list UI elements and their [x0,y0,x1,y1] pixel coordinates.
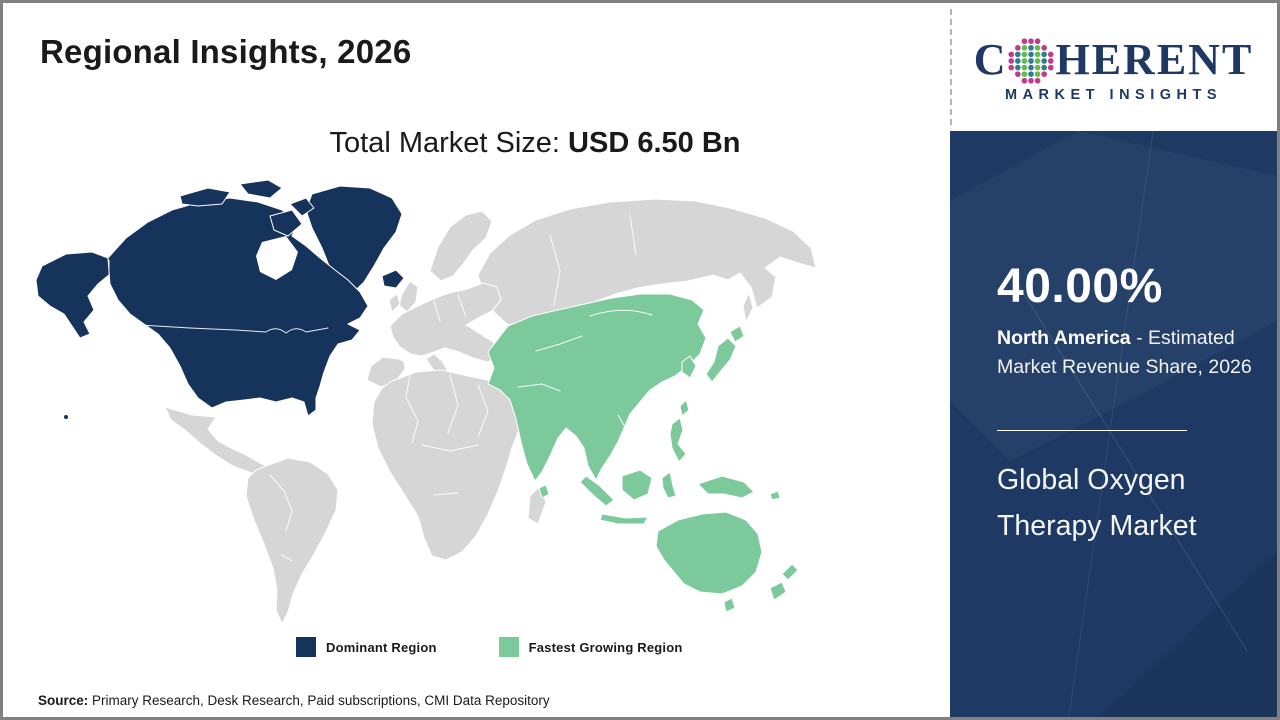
market-size-value: USD 6.50 Bn [568,127,741,159]
source-label: Source: [38,693,89,708]
region-baffin-island [269,209,303,237]
dominant-region-north-america [35,179,405,420]
market-name: Global Oxygen Therapy Market [997,464,1197,542]
world-map [30,175,830,630]
logo-letters-rest: HERENT [1055,35,1254,84]
fastest-growing-region-swatch [498,637,519,657]
gray-country-borders [269,214,637,562]
share-value: 40.00% [997,260,1163,313]
region-hawaii [63,414,69,420]
region-australia [655,511,763,595]
legend-item-fastest-growing: Fastest Growing Region [498,637,683,657]
region-korea [681,355,697,379]
map-legend: Dominant Region Fastest Growing Region [296,637,683,657]
region-java [599,513,649,525]
region-arctic-island-1 [179,187,231,207]
region-japan [705,337,737,383]
share-region-name: North America [997,327,1131,349]
logo-wordmark: C HERENT [973,35,1254,84]
land-ireland [388,293,401,313]
sidebar: C HERENT MARKET INSIGHTS [950,3,1277,717]
us-canada-border [139,324,329,334]
region-asia-main [487,293,707,482]
region-new-guinea [697,475,755,499]
dominant-region-label: Dominant Region [326,639,437,655]
region-tasmania [723,597,736,613]
land-sakhalin [742,292,754,323]
land-scandinavia [429,210,493,282]
logo: C HERENT MARKET INSIGHTS [950,3,1277,131]
main-content: Regional Insights, 2026 Total Market Siz… [3,3,950,717]
gray-landmass [164,198,817,625]
region-iceland [381,269,405,289]
region-sumatra [579,475,615,507]
hudson-bay-cutout [256,236,298,280]
region-borneo [621,469,653,501]
source-note: Source: Primary Research, Desk Research,… [38,693,550,708]
region-sri-lanka [538,484,550,499]
legend-item-dominant: Dominant Region [296,637,437,657]
region-new-zealand-south [769,581,787,601]
logo-globe-icon [1008,38,1055,84]
fastest-growing-region-asia-pacific [487,293,799,613]
dominant-region-swatch [296,637,316,657]
panel-background-art [1009,131,1277,717]
market-size-label: Total Market Size: [329,127,569,159]
dashed-divider [950,9,952,125]
region-arctic-island-3 [289,197,315,217]
region-arctic-island-2 [239,179,283,199]
region-taiwan [679,399,690,417]
fastest-growing-region-label: Fastest Growing Region [528,639,683,655]
share-desc-text: - Estimated Market Revenue Share, 2026 [997,327,1252,378]
region-sulawesi [661,471,677,499]
land-europe [389,282,502,363]
source-text: Primary Research, Desk Research, Paid su… [88,693,550,708]
world-map-svg [35,179,817,625]
region-hokkaido [729,325,745,343]
market-size-heading: Total Market Size: USD 6.50 Bn [120,127,950,160]
logo-letter-c: C [973,35,1008,84]
region-new-zealand-north [781,563,799,581]
region-alaska [35,251,111,339]
logo-tagline: MARKET INSIGHTS [1004,87,1223,103]
panel-divider [997,430,1187,431]
sidebar-panel: 40.00% North America - Estimated Market … [950,131,1277,717]
land-south-america [245,457,339,625]
page-title: Regional Insights, 2026 [40,33,412,70]
region-philippines [669,417,687,463]
share-description: North America - Estimated Market Revenue… [997,324,1267,381]
region-solomon [769,490,781,501]
